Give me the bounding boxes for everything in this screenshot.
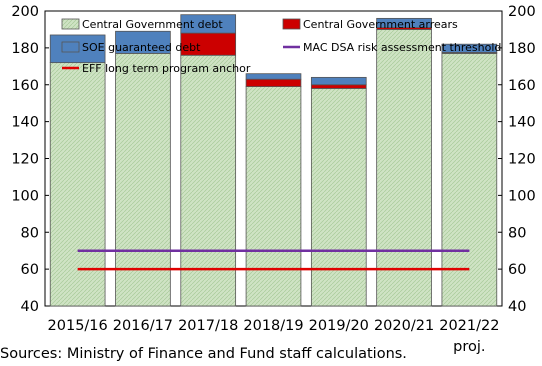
- source-note: Sources: Ministry of Finance and Fund st…: [0, 346, 407, 362]
- bar-segment-soe-guaranteed-debt: [115, 30, 171, 54]
- bar-segment-soe-guaranteed-debt: [180, 14, 237, 34]
- x-tick-sublabel: proj.: [453, 339, 485, 355]
- bar-segment-soe-guaranteed-debt: [310, 76, 367, 86]
- y-tick-label-right: 200: [508, 4, 536, 20]
- y-tick-label-right: 40: [508, 299, 526, 315]
- bar-segment-central-government-arrears: [310, 84, 367, 89]
- x-tick-label: 2015/16: [48, 318, 108, 334]
- bar-segment-central-government-debt: [180, 54, 237, 307]
- legend-label: Central Government debt: [82, 18, 223, 31]
- bar-segment-central-government-debt: [310, 88, 367, 307]
- bar-segment-soe-guaranteed-debt: [441, 43, 498, 53]
- bar-segment-soe-guaranteed-debt: [376, 17, 432, 28]
- y-tick-label-left: 200: [11, 4, 39, 20]
- legend-label: SOE guaranteed debt: [82, 41, 201, 54]
- y-tick-label-right: 80: [508, 225, 526, 241]
- x-tick-label: 2017/18: [178, 318, 238, 334]
- y-tick-label-left: 60: [21, 262, 39, 278]
- bar-segment-central-government-debt: [376, 29, 432, 307]
- y-tick-label-left: 100: [11, 188, 39, 204]
- y-tick-label-left: 140: [11, 115, 39, 131]
- y-tick-label-right: 60: [508, 262, 526, 278]
- y-tick-label-right: 100: [508, 188, 536, 204]
- bar-segment-central-government-debt: [245, 86, 302, 307]
- y-tick-label-right: 140: [508, 115, 536, 131]
- x-tick-label: 2021/22: [439, 318, 499, 334]
- x-tick-label: 2020/21: [374, 318, 434, 334]
- y-tick-label-left: 120: [11, 152, 39, 168]
- bar-segment-soe-guaranteed-debt: [245, 73, 302, 80]
- legend-label: EFF long term program anchor: [82, 62, 251, 75]
- x-tick-label: 2018/19: [243, 318, 303, 334]
- legend-swatch: [61, 41, 80, 53]
- y-tick-label-left: 40: [21, 299, 39, 315]
- bar-segment-central-government-arrears: [245, 78, 302, 87]
- bar-segment-central-government-debt: [49, 62, 106, 307]
- y-tick-label-left: 180: [11, 41, 39, 57]
- y-tick-label-right: 120: [508, 152, 536, 168]
- x-tick-label: 2016/17: [113, 318, 173, 334]
- bar-segment-central-government-debt: [441, 53, 498, 307]
- y-tick-label-right: 180: [508, 41, 536, 57]
- legend-label: Central Government arrears: [303, 18, 458, 31]
- legend-swatch: [282, 18, 301, 30]
- legend-swatch: [61, 18, 80, 30]
- bar-segment-central-government-debt: [115, 53, 171, 307]
- y-tick-label-left: 160: [11, 78, 39, 94]
- x-tick-label: 2019/20: [309, 318, 369, 334]
- y-tick-label-left: 80: [21, 225, 39, 241]
- y-tick-label-right: 160: [508, 78, 536, 94]
- legend-label: MAC DSA risk assessment threshold: [303, 41, 501, 54]
